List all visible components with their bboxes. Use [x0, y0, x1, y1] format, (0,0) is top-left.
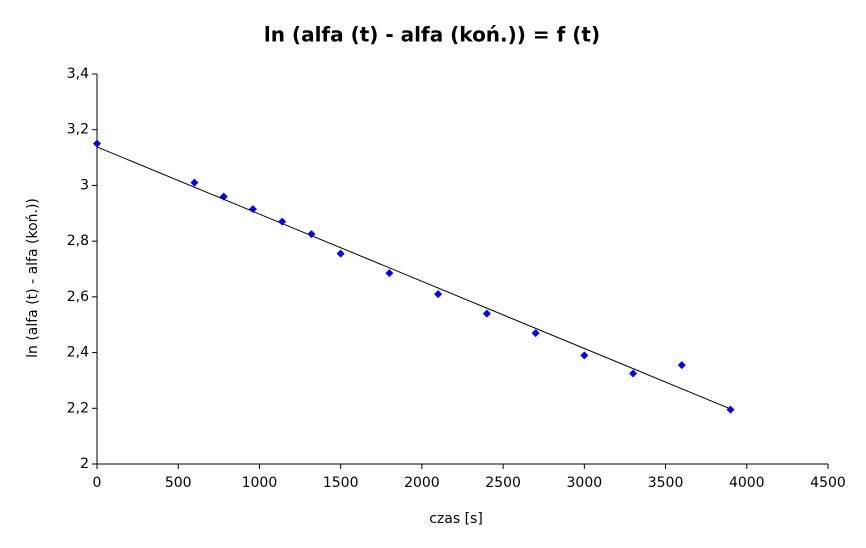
x-tick-label: 2000: [404, 475, 440, 491]
data-point: [336, 249, 345, 258]
y-tick-label: 3: [80, 177, 89, 193]
x-tick-label: 1500: [323, 475, 359, 491]
data-point: [580, 351, 589, 360]
x-tick-label: 4000: [729, 475, 765, 491]
y-tick-label: 2: [80, 456, 89, 472]
x-tick-label: 3000: [567, 475, 603, 491]
data-point: [385, 269, 394, 278]
data-point: [434, 290, 443, 299]
y-tick-label: 2,2: [67, 400, 89, 416]
data-point: [93, 139, 101, 148]
x-tick-label: 500: [165, 475, 192, 491]
data-point: [482, 309, 491, 318]
data-point: [307, 230, 316, 239]
x-axis-label: czas [s]: [429, 511, 483, 527]
trendline: [96, 146, 731, 410]
x-tick-label: 2500: [485, 475, 521, 491]
y-tick-label: 2,4: [67, 345, 89, 361]
x-tick-label: 3500: [648, 475, 684, 491]
data-point: [726, 405, 735, 414]
x-tick-label: 4500: [810, 475, 846, 491]
x-tick-label: 0: [93, 475, 102, 491]
data-point: [190, 178, 199, 187]
y-axis-label: ln (alfa (t) - alfa (koń.)): [25, 198, 41, 358]
data-point: [278, 217, 287, 226]
y-tick-label: 2,6: [67, 289, 89, 305]
data-point: [677, 361, 686, 370]
y-tick-label: 2,8: [67, 233, 89, 249]
y-tick-label: 3,2: [67, 122, 89, 138]
x-tick-label: 1000: [242, 475, 278, 491]
data-point: [219, 192, 228, 201]
y-tick-label: 3,4: [67, 66, 89, 82]
data-point: [248, 205, 257, 214]
data-point: [629, 369, 638, 378]
data-point: [531, 329, 540, 338]
chart-title: ln (alfa (t) - alfa (koń.)) = f (t): [264, 23, 600, 47]
